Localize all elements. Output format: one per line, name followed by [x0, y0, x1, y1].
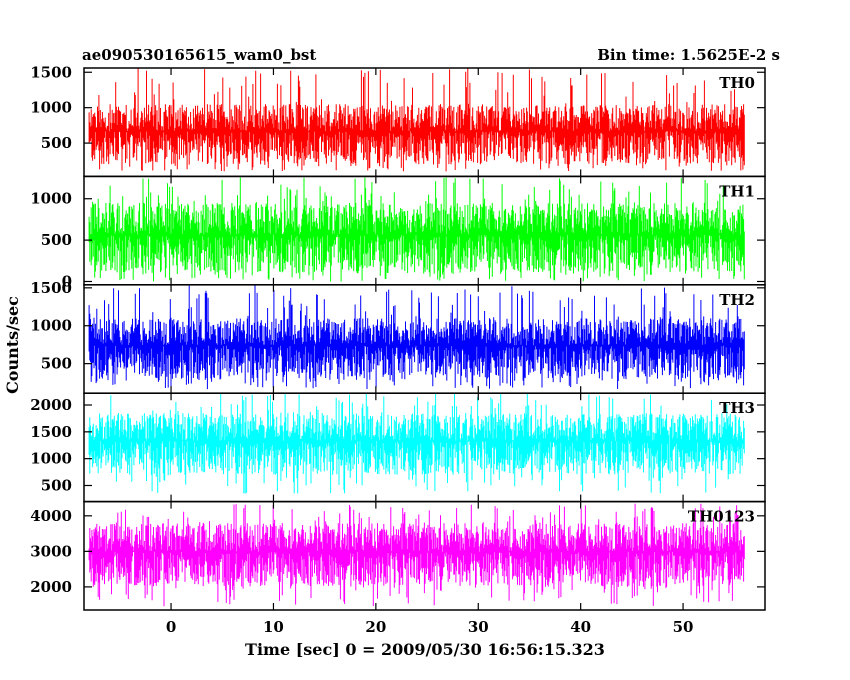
- panel-frame: [83, 500, 766, 611]
- panel-th3: 500 1000 1500 2000 TH3: [30, 392, 766, 503]
- y-tick-label: 500: [41, 477, 72, 495]
- x-tick-label: 50: [673, 618, 694, 636]
- x-tick-label: 30: [468, 618, 489, 636]
- series-th0-line: [88, 68, 745, 172]
- x-tick-label: 0: [166, 618, 176, 636]
- panel-name-label: TH0123: [688, 508, 755, 526]
- y-tick-label: 500: [41, 231, 72, 249]
- y-tick-label: 1000: [30, 317, 72, 335]
- x-tick-label: 40: [570, 618, 591, 636]
- series-th3-line: [88, 393, 745, 494]
- y-tick-label: 1500: [30, 279, 72, 297]
- x-tick-label: 20: [365, 618, 386, 636]
- panel-name-label: TH0: [719, 74, 755, 92]
- series-th2-line: [88, 285, 745, 390]
- y-tick-label: 1500: [30, 423, 72, 441]
- x-axis: 0 10 20 30 40 50: [166, 618, 694, 636]
- panel-th0123: 2000 3000 4000 TH0123: [30, 500, 766, 611]
- plot-title: ae090530165615_wam0_bst: [82, 46, 316, 64]
- y-tick-label: 1500: [30, 63, 72, 81]
- y-tick-label: 2000: [30, 578, 72, 596]
- y-tick-label: 2000: [30, 396, 72, 414]
- x-axis-label: Time [sec] 0 = 2009/05/30 16:56:15.323: [245, 640, 605, 659]
- y-tick-label: 1000: [30, 450, 72, 468]
- y-tick-label: 1000: [30, 99, 72, 117]
- y-tick-label: 500: [41, 355, 72, 373]
- series-th0123-line: [88, 503, 745, 607]
- x-tick-label: 10: [263, 618, 284, 636]
- y-tick-label: 3000: [30, 542, 72, 560]
- y-tick-label: 1000: [30, 190, 72, 208]
- bin-time-label: Bin time: 1.5625E-2 s: [597, 46, 780, 64]
- panel-name-label: TH1: [719, 182, 755, 200]
- y-tick-label: 4000: [30, 507, 72, 525]
- panel-th0: 500 1000 1500 TH0: [30, 63, 766, 178]
- panel-name-label: TH2: [719, 291, 755, 309]
- y-tick-label: 0: [62, 272, 72, 290]
- series-th1-line: [88, 177, 745, 282]
- panel-name-label: TH3: [719, 399, 755, 417]
- y-axis-label: Counts/sec: [3, 296, 22, 394]
- y-tick-label: 500: [41, 134, 72, 152]
- panel-th1: 0 500 1000 TH1: [30, 175, 766, 290]
- panel-th2: 500 1000 1500 TH2: [30, 279, 766, 394]
